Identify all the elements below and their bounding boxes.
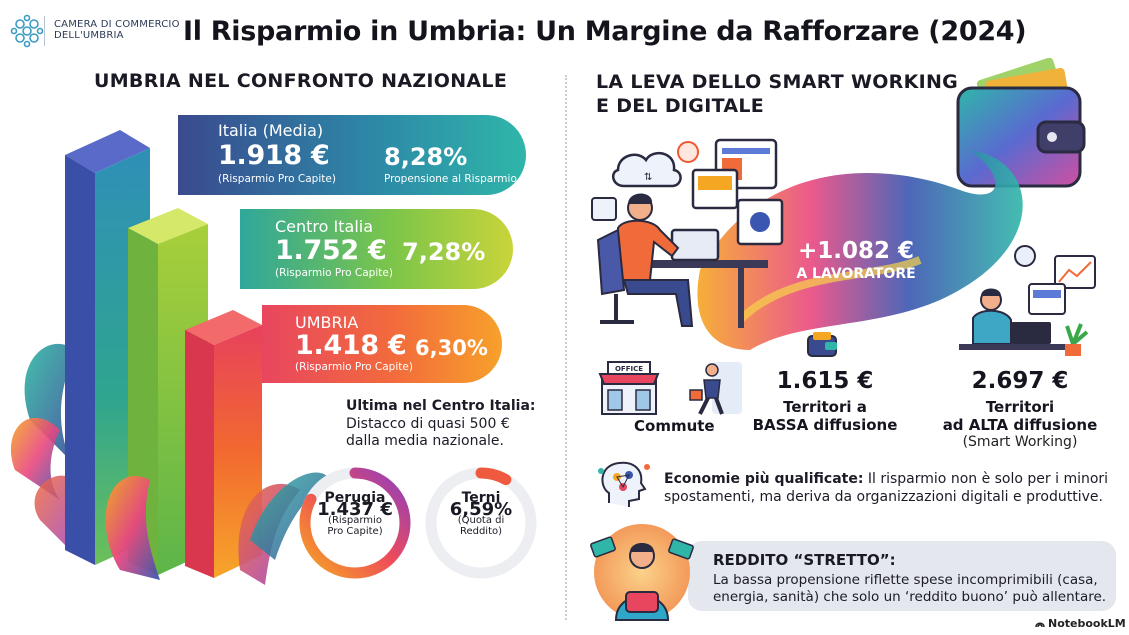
terni-sub-1: (Quota di	[457, 515, 505, 526]
italia-value: 1.918 €	[218, 140, 330, 171]
perugia-donut	[299, 467, 411, 579]
small-wallet-icon	[807, 332, 837, 357]
brain-head-icon	[598, 461, 650, 507]
person-with-wallet-icon	[590, 524, 694, 621]
logo-divider	[44, 16, 45, 46]
high-diffusion-value: 2.697 €	[971, 368, 1069, 394]
section-divider	[565, 75, 567, 620]
econ-rest: Il risparmio non è solo per i minori	[863, 471, 1109, 487]
commute-label: Commute	[634, 417, 715, 435]
econ-line-1: Economie più qualificate: Il risparmio n…	[664, 470, 1108, 488]
centro-bubble	[240, 209, 513, 289]
office-building-icon: OFFICE	[598, 361, 660, 415]
logo-line-1: CAMERA DI COMMERCIO	[54, 19, 180, 30]
low-diffusion-label-2: BASSA diffusione	[752, 416, 898, 434]
right-section-title: LA LEVA DELLO SMART WORKING E DEL DIGITA…	[596, 70, 958, 118]
centro-pct: 7,28%	[402, 238, 486, 266]
chamber-logo-icon	[10, 14, 44, 48]
centro-value: 1.752 €	[275, 235, 387, 266]
umbria-value: 1.418 €	[295, 330, 407, 361]
terni-text: Terni 6,59% (Quota di Reddito)	[439, 490, 523, 537]
home-worker-illustration	[959, 245, 1096, 356]
notebooklm-brand: NotebookLM	[1048, 617, 1126, 630]
perugia-sub-2: Pro Capite)	[327, 526, 383, 537]
page-title: Il Risparmio in Umbria: Un Margine da Ra…	[183, 16, 1027, 47]
reddito-box	[688, 541, 1116, 611]
high-diffusion-label-2: ad ALTA diffusione	[942, 416, 1098, 434]
center-value: +1.082 €	[797, 238, 915, 264]
centro-value-sub: (Risparmio Pro Capite)	[275, 267, 393, 279]
logo	[10, 14, 170, 50]
reddito-title: REDDITO “STRETTO”:	[713, 551, 896, 569]
umbria-label: UMBRIA	[295, 313, 359, 332]
right-title-line-1: LA LEVA DELLO SMART WORKING	[596, 71, 959, 93]
note-line-1: Distacco di quasi 500 €	[346, 416, 510, 432]
italia-pct: 8,28%	[384, 143, 468, 171]
umbria-value-sub: (Risparmio Pro Capite)	[295, 361, 413, 373]
low-diffusion-label-1: Territori a	[783, 398, 867, 416]
center-sub: A LAVORATORE	[796, 266, 916, 282]
econ-bold: Economie più qualificate:	[664, 471, 864, 487]
umbria-pct: 6,30%	[415, 336, 488, 360]
low-diffusion-value: 1.615 €	[776, 368, 874, 394]
notebooklm-icon	[1035, 622, 1045, 628]
note-title: Ultima nel Centro Italia:	[346, 398, 536, 414]
umbria-bubble	[262, 305, 502, 383]
terni-sub-2: Reddito)	[459, 526, 503, 537]
centro-label: Centro Italia	[275, 217, 374, 236]
remote-worker-illustration: ⇅	[591, 138, 784, 328]
office-sign: OFFICE	[615, 365, 643, 373]
terni-name: Terni	[461, 490, 501, 506]
left-section-title: UMBRIA NEL CONFRONTO NAZIONALE	[94, 70, 508, 92]
reddito-text: La bassa propensione riflette spese inco…	[713, 572, 1107, 605]
right-title-line-2: E DEL DIGITALE	[596, 95, 765, 117]
perugia-text: Perugia 1.437 € (Risparmio Pro Capite)	[313, 490, 397, 537]
logo-text: CAMERA DI COMMERCIO DELL'UMBRIA	[54, 19, 180, 41]
terni-donut	[425, 467, 537, 579]
perugia-name: Perugia	[324, 490, 386, 506]
note-line-2: dalla media nazionale.	[346, 433, 504, 449]
svg-text:⇅: ⇅	[644, 172, 652, 183]
italia-pct-sub: Propensione al Risparmio	[384, 173, 517, 185]
italia-label: Italia (Media)	[218, 121, 324, 140]
italia-value-sub: (Risparmio Pro Capite)	[218, 173, 336, 185]
perugia-value: 1.437 €	[317, 499, 393, 520]
econ-line-2: spostamenti, ma deriva da organizzazioni…	[664, 489, 1103, 505]
commuter-icon	[689, 362, 742, 415]
high-diffusion-label-3: (Smart Working)	[962, 434, 1078, 450]
bar-illustration	[11, 130, 330, 585]
terni-value: 6,59%	[449, 499, 513, 520]
logo-line-2: DELL'UMBRIA	[54, 30, 124, 41]
high-diffusion-label-1: Territori	[985, 398, 1055, 416]
perugia-sub-1: (Risparmio	[328, 515, 382, 526]
italia-bubble	[178, 115, 526, 195]
